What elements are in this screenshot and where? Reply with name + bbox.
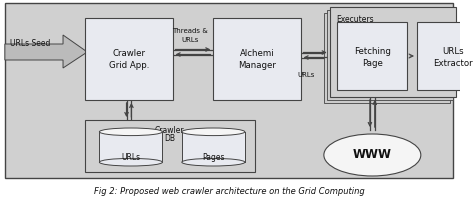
Text: URLs Seed: URLs Seed <box>9 39 50 48</box>
Ellipse shape <box>324 134 421 176</box>
Ellipse shape <box>182 158 245 166</box>
Bar <box>327 10 453 100</box>
Bar <box>213 18 301 100</box>
Bar <box>182 132 245 162</box>
Text: Page: Page <box>362 60 383 68</box>
Text: URLs: URLs <box>442 48 464 57</box>
Text: Extractor: Extractor <box>433 60 473 68</box>
Text: Crawler: Crawler <box>112 49 146 58</box>
Text: Fetching: Fetching <box>354 48 391 57</box>
Bar <box>330 7 456 97</box>
Text: URLs: URLs <box>121 153 140 162</box>
Text: Executers: Executers <box>337 15 374 24</box>
Bar <box>417 22 474 90</box>
Polygon shape <box>5 35 87 68</box>
Text: Pages: Pages <box>202 153 225 162</box>
Text: Crawler: Crawler <box>155 126 184 135</box>
Bar <box>85 120 255 172</box>
Ellipse shape <box>100 158 163 166</box>
Bar <box>85 18 173 100</box>
Text: URLs: URLs <box>182 37 199 43</box>
Bar <box>5 3 453 178</box>
Text: URLs: URLs <box>298 72 315 78</box>
Bar <box>324 13 450 103</box>
Text: Manager: Manager <box>238 60 276 69</box>
Text: Grid App.: Grid App. <box>109 60 149 69</box>
Text: WWW: WWW <box>353 148 392 162</box>
Ellipse shape <box>100 128 163 136</box>
Bar <box>337 22 407 90</box>
Bar <box>100 132 163 162</box>
Text: DB: DB <box>164 134 175 143</box>
Text: Threads &: Threads & <box>172 28 208 34</box>
Text: Fig 2: Proposed web crawler architecture on the Grid Computing: Fig 2: Proposed web crawler architecture… <box>94 187 365 196</box>
Ellipse shape <box>182 128 245 136</box>
Text: Alchemi: Alchemi <box>240 49 274 58</box>
